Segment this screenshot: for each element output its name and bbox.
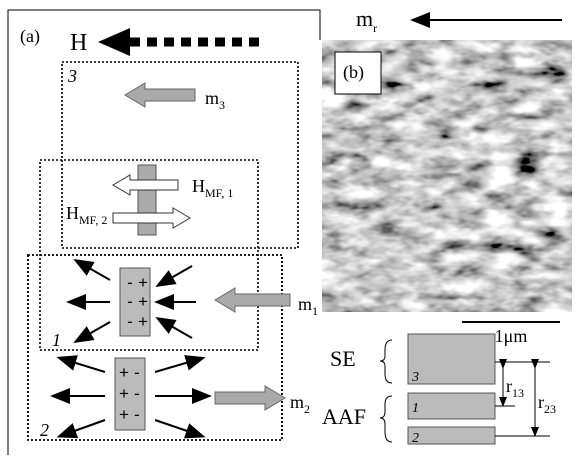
charge: +	[138, 273, 148, 292]
moment-label: m1	[298, 294, 318, 318]
charge: +	[138, 312, 148, 331]
panel-frame	[8, 10, 320, 455]
group-label: AAF	[322, 404, 366, 429]
charge: -	[134, 405, 140, 424]
charge: -	[127, 292, 133, 311]
charge: -	[127, 273, 133, 292]
field-mf2-label: HMF, 2	[66, 203, 107, 227]
charge: +	[119, 363, 129, 382]
stack-layer-number: 1	[412, 401, 419, 416]
moment-arrow	[125, 83, 195, 107]
charge: -	[127, 312, 133, 331]
distance-label: r23	[538, 392, 556, 416]
field-arrowhead	[98, 28, 130, 56]
field-mf1-label: HMF, 1	[192, 176, 233, 200]
scale-bar-label: 1μm	[495, 326, 528, 346]
group-label: SE	[330, 346, 356, 371]
brace	[380, 340, 392, 383]
charge: -	[134, 384, 140, 403]
panel-label: (a)	[20, 26, 40, 47]
stack-layer-number: 3	[411, 370, 419, 385]
moment-label: mr	[356, 6, 377, 35]
moment-arrow	[215, 288, 290, 312]
layer-number: 3	[67, 66, 77, 86]
stack-layer-number: 2	[412, 431, 419, 446]
charge: +	[119, 384, 129, 403]
charge: +	[119, 405, 129, 424]
brace	[380, 396, 392, 442]
panel-label: (b)	[343, 62, 364, 83]
field-label: H	[70, 30, 87, 56]
layer-box-2	[28, 255, 282, 440]
layer-box-2-outline	[28, 255, 282, 440]
charge: +	[138, 292, 148, 311]
moment-arrow	[215, 386, 285, 410]
charge: -	[134, 363, 140, 382]
distance-label: r13	[506, 376, 524, 400]
moment-label: m2	[290, 392, 310, 416]
stack-layer	[408, 334, 495, 384]
layer-number: 1	[52, 330, 61, 350]
figure: (a) H 3 m3 HMF, 1 HMF, 2 1 m1 2 m2 -+-+-…	[0, 0, 577, 460]
domain-wall	[138, 165, 156, 235]
stack-layer	[408, 427, 495, 444]
stack-layer	[408, 393, 495, 419]
layer-number: 2	[40, 420, 49, 440]
moment-label: m3	[205, 88, 225, 112]
